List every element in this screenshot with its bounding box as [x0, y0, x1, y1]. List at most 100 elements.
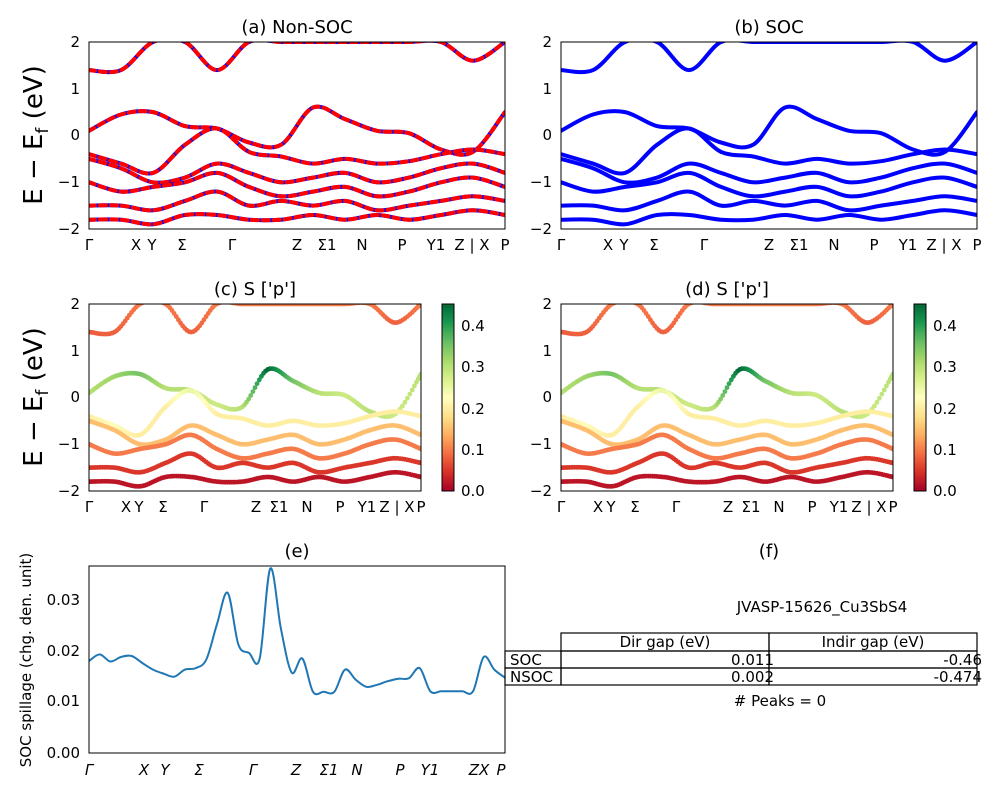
- panel-c-scatter-point: [252, 385, 258, 390]
- ylabel-main: E − E: [19, 134, 49, 205]
- xtick-label: Σ: [194, 761, 204, 779]
- panel-c-scatter-point: [146, 299, 151, 304]
- ytick-label: 0.02: [47, 642, 80, 660]
- xtick-label: Y1: [898, 236, 918, 254]
- panel-f-gap-table: (f) JVASP-15626_Cu3SbS4 Dir gap (eV) Ind…: [504, 541, 982, 710]
- xtick-label: Σ1: [319, 761, 338, 779]
- panel-d-scatter-point: [718, 396, 723, 402]
- panel-d-scatter-point: [877, 395, 882, 401]
- colorbar-tick: 0.3: [933, 358, 957, 376]
- panel-c-scatter-point: [248, 393, 254, 398]
- panel-b-title: (b) SOC: [734, 17, 803, 38]
- panel-d-colorbar: [913, 303, 927, 492]
- ytick-label: 2: [70, 33, 80, 51]
- xtick-label: Z | X: [851, 498, 886, 516]
- panel-a-series-line: [89, 208, 505, 227]
- ytick-label: 2: [542, 33, 552, 51]
- xtick-label: Γ: [557, 498, 566, 516]
- panel-a-series-line: [89, 104, 505, 157]
- xtick-label: P: [335, 498, 344, 516]
- panel-c-colorbar: [441, 303, 455, 492]
- table-cell-value: -0.474: [934, 668, 982, 686]
- panel-c-scatter-point: [140, 304, 145, 306]
- panel-d-scatter-point: [629, 299, 634, 304]
- panel-a-xticks: Γ X Y Σ Γ Z Σ1 N P Y1 Z | X P: [85, 236, 510, 254]
- panel-d-scatter-point: [890, 413, 893, 419]
- ytick-label: −2: [530, 220, 552, 238]
- panel-a-series-line: [89, 170, 505, 199]
- table-row-label: SOC: [510, 651, 542, 669]
- panel-c-scatter-point: [157, 299, 162, 304]
- panel-c-scatter-point: [418, 432, 421, 438]
- xtick-label: X: [131, 236, 141, 254]
- panel-b-series-line: [561, 104, 977, 157]
- panel-c-scatter-point: [153, 298, 158, 303]
- panel-c-scatter-point: [256, 377, 262, 383]
- panel-f-material-id: JVASP-15626_Cu3SbS4: [736, 598, 908, 617]
- panel-d-scatter-point: [627, 299, 632, 304]
- ytick-label: −2: [58, 482, 80, 500]
- colorbar-tick: 0.2: [933, 400, 957, 418]
- panel-e-ylabel: SOC spillage (chg. den. unit): [17, 553, 35, 768]
- xtick-label: ZX: [468, 761, 490, 779]
- xtick-label: Σ: [158, 498, 167, 516]
- xtick-label: Y: [605, 498, 616, 516]
- panel-c-scatter-point: [418, 371, 421, 377]
- panel-e-soc-spillage: (e) SOC spillage (chg. den. unit) 0.03 0…: [17, 541, 506, 779]
- xtick-label: P: [500, 236, 509, 254]
- xtick-label: Z | X: [454, 236, 489, 254]
- ytick-label: 0: [70, 388, 80, 406]
- ytick-label: −1: [530, 173, 552, 191]
- panel-b-series-line: [561, 170, 977, 199]
- panel-a-ylabel: E − Ef (eV): [19, 65, 53, 205]
- table-column-header: Indir gap (eV): [822, 633, 925, 651]
- panel-c-colorbar-ticks: 0.4 0.3 0.2 0.1 0.0: [461, 317, 485, 500]
- panel-c-scatter-point: [418, 460, 421, 466]
- panel-f-title: (f): [759, 541, 779, 562]
- colorbar-tick: 0.1: [933, 441, 957, 459]
- ytick-label: 0: [542, 388, 552, 406]
- panel-a-series-line: [89, 42, 505, 75]
- xtick-label: Y1: [421, 761, 440, 779]
- colorbar-tick: 0.4: [933, 317, 957, 335]
- xtick-label: P: [972, 236, 981, 254]
- xtick-label: Y1: [426, 236, 446, 254]
- panel-e-frame: [88, 565, 506, 754]
- ytick-label: −2: [530, 482, 552, 500]
- panel-b-series-line: [561, 208, 977, 227]
- panel-d-scatter-point: [720, 393, 726, 398]
- xtick-label: N: [351, 761, 362, 779]
- xtick-label: Y1: [357, 498, 377, 516]
- panel-c-scatter-point: [402, 399, 408, 405]
- panel-c-scatter-point: [418, 413, 421, 419]
- panel-c-scatter-point: [148, 298, 153, 303]
- panel-e-xticks: Γ X Y Σ Γ Z Σ1 N P Y1 ZX P: [85, 761, 507, 779]
- panel-e-title: (e): [284, 541, 309, 562]
- xtick-label: Σ1: [741, 498, 760, 516]
- table-cell-value: 0.011: [731, 651, 774, 669]
- panel-c-projected-bands: (c) S ['p'] E − Ef (eV) 2 1 0 −1 −2 Γ X …: [19, 279, 485, 516]
- ytick-label: −1: [58, 435, 80, 453]
- xtick-label: P: [496, 761, 506, 779]
- panel-c-frame: [88, 303, 422, 492]
- panel-a-yticks: 2 1 0 −1 −2: [58, 33, 80, 238]
- panel-d-scatter-point: [890, 460, 893, 466]
- panel-d-scatter-point: [890, 446, 893, 452]
- ytick-label: 2: [70, 295, 80, 313]
- xtick-label: Z: [292, 236, 302, 254]
- panel-d-yticks: 2 1 0 −1 −2: [530, 295, 552, 500]
- ytick-label: 0: [70, 126, 80, 144]
- xtick-label: Γ: [557, 236, 566, 254]
- ytick-label: 0.01: [47, 692, 80, 710]
- xtick-label: P: [395, 761, 405, 779]
- colorbar-tick: 0.0: [933, 482, 957, 500]
- panel-d-scatter-point: [890, 474, 893, 480]
- xtick-label: Z: [251, 498, 261, 516]
- xtick-label: Y1: [829, 498, 849, 516]
- panel-d-scatter-point: [620, 298, 625, 303]
- panel-c-scatter-point: [144, 299, 149, 304]
- xtick-label: Y: [618, 236, 629, 254]
- ylabel-unit: (eV): [19, 65, 49, 127]
- xtick-label: P: [807, 498, 816, 516]
